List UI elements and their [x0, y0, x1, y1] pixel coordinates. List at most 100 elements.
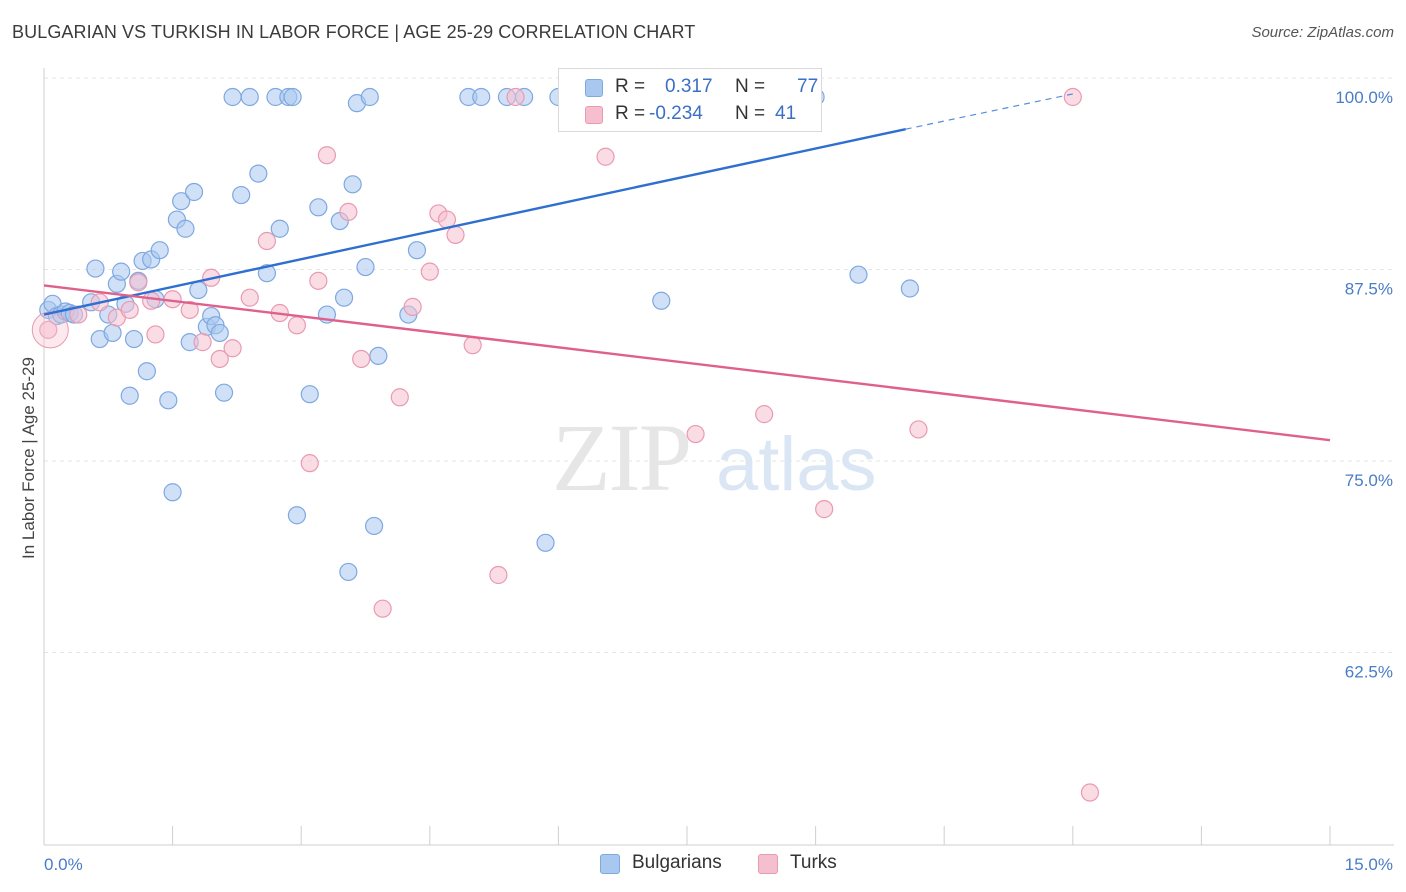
legend-n-value-bulgarians: 77: [797, 76, 819, 97]
legend-swatch-turks: [758, 854, 778, 874]
turks-point: [596, 147, 615, 166]
legend-r-label: R =: [615, 103, 646, 124]
bulgarians-point: [536, 533, 555, 552]
bulgarians-point: [339, 562, 358, 582]
turks-point: [446, 225, 465, 244]
turks-point: [309, 271, 328, 290]
turks-trend-line: [43, 284, 1331, 442]
x-tick-labels: 0.0% 15.0%: [44, 855, 1393, 874]
chart-title: BULGARIAN VS TURKISH IN LABOR FORCE | AG…: [12, 22, 696, 42]
bulgarians-point: [900, 279, 920, 298]
legend-label-turks: Turks: [790, 852, 837, 873]
y-tick-label: 87.5%: [1345, 280, 1393, 299]
bulgarians-point: [150, 241, 169, 260]
turks-point: [129, 273, 148, 292]
turks-point: [755, 405, 774, 424]
turks-point: [1063, 87, 1082, 107]
bulgarians-point: [287, 506, 307, 525]
bulgarians-point: [283, 87, 302, 107]
bulgarians-point: [257, 264, 277, 283]
bulgarians-point: [176, 219, 195, 238]
legend-swatch-bulgarians: [600, 854, 620, 874]
turks-point: [39, 320, 58, 339]
bulgarians-point: [124, 329, 144, 349]
legend-n-label: N =: [735, 103, 766, 124]
turks-point: [223, 339, 242, 358]
bulgarians-point: [360, 87, 379, 107]
watermark-atlas: atlas: [716, 422, 877, 507]
bulgarians-point: [120, 386, 139, 405]
turks-point: [180, 300, 199, 320]
bulgarians-point: [159, 391, 178, 410]
turks-point: [506, 87, 525, 107]
turks-point: [257, 231, 277, 251]
bulgarians-point: [334, 288, 354, 307]
x-tick-label-min: 0.0%: [44, 855, 83, 874]
turks-point: [120, 300, 139, 320]
bulgarians-point: [210, 323, 229, 343]
bulgarians-point: [356, 257, 375, 277]
turks-point: [300, 454, 319, 473]
bulgarians-point: [369, 346, 388, 366]
bulgarians-point: [86, 259, 105, 278]
turks-point: [420, 262, 439, 281]
turks-point: [142, 291, 161, 310]
turks-point: [240, 288, 259, 307]
bulgarians-point: [184, 182, 204, 202]
turks-point: [193, 333, 212, 352]
turks-point: [463, 336, 482, 355]
bulgarians-point: [343, 175, 362, 194]
bulgarians-point: [407, 241, 427, 260]
turks-point-large: [31, 311, 69, 349]
turks-point: [317, 146, 337, 165]
y-tick-label: 75.0%: [1345, 471, 1393, 490]
bulgarians-point: [223, 87, 242, 107]
turks-point: [1080, 783, 1100, 802]
legend-r-label: R =: [615, 76, 646, 97]
legend-n-value-turks: 41: [775, 103, 797, 124]
bulgarians-points: [39, 87, 920, 582]
bulgarians-point: [112, 262, 131, 281]
legend-r-value-bulgarians: 0.317: [665, 76, 713, 97]
legend-label-bulgarians: Bulgarians: [632, 852, 722, 873]
bulgarians-point: [189, 280, 208, 300]
y-tick-label: 100.0%: [1335, 88, 1393, 107]
stats-legend: R = 0.317 N = 77 R = -0.234 N = 41: [558, 68, 822, 132]
legend-r-value-turks: -0.234: [649, 103, 703, 124]
bulgarians-trend-extension: [905, 93, 1073, 130]
bulgarians-point: [300, 385, 319, 404]
legend-n-label: N =: [735, 76, 766, 97]
bulgarians-point: [309, 198, 328, 217]
turks-point: [373, 599, 392, 618]
bulgarians-point: [232, 185, 251, 205]
bulgarians-point: [240, 87, 259, 107]
turks-point: [352, 349, 371, 369]
bulgarians-point: [163, 483, 182, 502]
bulgarians-point: [172, 192, 191, 211]
y-axis-label: In Labor Force | Age 25-29: [19, 357, 38, 559]
turks-point: [686, 424, 705, 444]
bulgarians-point: [270, 219, 289, 238]
turks-points: [31, 87, 1100, 802]
bulgarians-point: [652, 291, 671, 310]
turks-point: [489, 565, 508, 585]
watermark: ZIP atlas: [552, 404, 877, 511]
turks-point: [403, 297, 422, 316]
gridlines: [44, 77, 1394, 653]
turks-point: [210, 349, 229, 369]
bulgarians-point: [472, 87, 491, 107]
turks-point: [390, 388, 409, 407]
source-label: Source: ZipAtlas.com: [1251, 24, 1394, 41]
bulgarians-point: [249, 164, 268, 183]
y-tick-label: 62.5%: [1345, 663, 1393, 682]
bulgarians-point: [214, 383, 234, 402]
x-tick-label-max: 15.0%: [1345, 855, 1393, 874]
legend-swatch-bulgarians: [585, 79, 603, 97]
watermark-zip: ZIP: [552, 404, 690, 511]
legend-swatch-turks: [585, 106, 603, 124]
turks-point: [909, 420, 928, 439]
bulgarians-point: [849, 265, 868, 284]
turks-point: [815, 500, 834, 519]
bulgarians-point: [137, 362, 156, 381]
